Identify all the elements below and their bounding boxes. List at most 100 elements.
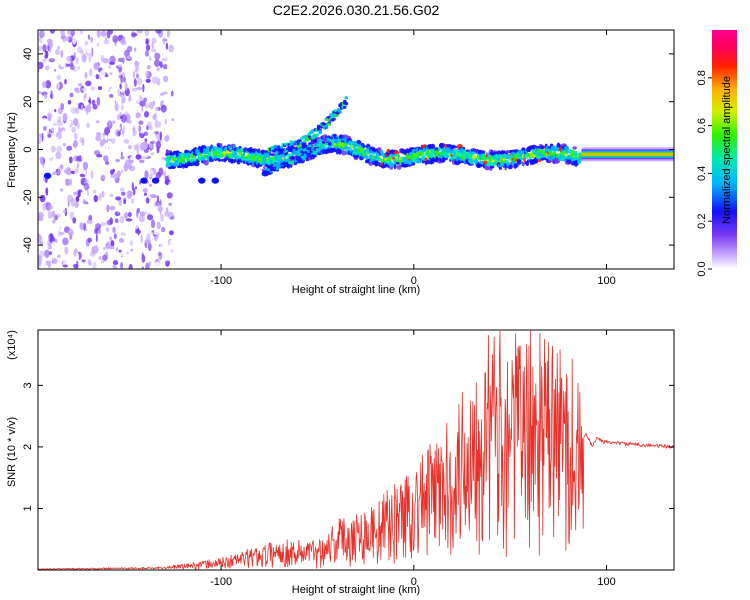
spectrogram-noise-cell xyxy=(146,65,151,70)
spectrogram-track-cell xyxy=(185,150,190,153)
spectrogram-noise-cell xyxy=(160,104,167,113)
spectrogram-noise-cell xyxy=(41,167,45,171)
spectrogram-noise-cell xyxy=(88,214,93,221)
spectrogram-noise-cell xyxy=(91,223,95,232)
snr-ytick-label: 1 xyxy=(22,505,34,511)
spectrogram-noise-cell xyxy=(54,68,56,72)
snr-xtick-label: 100 xyxy=(597,576,615,588)
spectrogram-noise-cell xyxy=(141,254,146,263)
spectrogram-noise-cell xyxy=(49,148,52,157)
spectrogram-noise-cell xyxy=(145,197,150,204)
spectrogram-noise-cell xyxy=(54,215,59,221)
spectrogram-branch-cell xyxy=(324,124,329,128)
spectrogram-noise-cell xyxy=(62,237,69,246)
spectrogram-noise-cell xyxy=(150,219,156,229)
spectrogram-noise-cell xyxy=(161,57,168,62)
spectrogram-noise-cell xyxy=(78,73,83,81)
spectrogram-noise-cell xyxy=(69,139,75,144)
spectrogram-noise-cell xyxy=(139,100,146,107)
spectrogram-noise-cell xyxy=(60,50,64,58)
spectrogram-noise-cell xyxy=(72,185,77,193)
spectrogram-track-cell xyxy=(353,155,359,159)
spectrogram-ytick-label: 40 xyxy=(22,48,34,60)
spectrogram-noise-cell xyxy=(38,211,44,219)
spectrogram-noise-cell xyxy=(56,74,62,81)
snr-xtick-label: -100 xyxy=(210,576,232,588)
spectrogram-noise-cell xyxy=(161,265,166,269)
spectrogram-noise-cell xyxy=(142,83,145,93)
spectrogram-noise-cell xyxy=(170,256,174,265)
spectrogram-noise-cell xyxy=(141,156,146,160)
spectrogram-track-cell xyxy=(384,161,388,165)
spectrogram-branch-cell xyxy=(338,110,343,114)
spectrogram-blob xyxy=(198,177,206,184)
spectrogram-noise-cell xyxy=(110,169,114,175)
spectrogram-noise-cell xyxy=(52,162,55,172)
spectrogram-noise-cell xyxy=(74,209,80,218)
spectrogram-noise-cell xyxy=(84,201,89,205)
spectrogram-noise-cell xyxy=(55,151,62,160)
spectrogram-noise-cell xyxy=(149,194,156,199)
spectrogram-noise-cell xyxy=(41,50,46,58)
spectrogram-noise-cell xyxy=(52,171,58,176)
spectrogram-noise-cell xyxy=(76,122,80,129)
spectrogram-noise-cell xyxy=(134,60,138,69)
spectrogram-noise-cell xyxy=(79,137,84,143)
spectrogram-noise-cell xyxy=(81,154,85,161)
spectrogram-noise-cell xyxy=(69,92,74,98)
spectrogram-noise-cell xyxy=(160,181,164,188)
spectrogram-noise-cell xyxy=(91,259,95,266)
spectrogram-noise-cell xyxy=(112,260,119,266)
spectrogram-noise-cell xyxy=(137,117,143,121)
spectrogram-noise-cell xyxy=(81,53,87,63)
spectrogram-noise-cell xyxy=(69,211,75,220)
spectrogram-branch-cell xyxy=(266,168,270,171)
spectrogram-noise-cell xyxy=(156,67,161,72)
spectrogram-noise-cell xyxy=(79,222,84,229)
spectrogram-track-cell xyxy=(539,145,545,150)
spectrogram-noise-cell xyxy=(170,90,174,97)
spectrogram-noise-cell xyxy=(120,40,127,46)
spectrogram-noise-cell xyxy=(127,128,133,138)
spectrogram-noise-cell xyxy=(72,36,77,45)
spectrogram-noise-cell xyxy=(109,119,112,127)
spectrogram-noise-cell xyxy=(85,194,89,199)
spectrogram-branch-cell xyxy=(300,150,304,154)
spectrogram-noise-cell xyxy=(150,152,155,156)
spectrogram-noise-cell xyxy=(50,116,54,126)
spectrogram-noise-cell xyxy=(96,132,102,137)
spectrogram-noise-cell xyxy=(145,248,149,254)
spectrogram-noise-cell xyxy=(144,162,150,167)
spectrogram-noise-cell xyxy=(120,169,124,174)
snr-scale-label: (x10⁴) xyxy=(6,330,18,360)
spectrogram-noise-cell xyxy=(67,194,73,203)
spectrogram-noise-cell xyxy=(148,174,152,178)
spectrogram-noise-cell xyxy=(67,100,72,105)
spectrogram-noise-cell xyxy=(164,134,170,142)
spectrogram-xtick-label: 0 xyxy=(411,275,417,287)
spectrogram-track-cell xyxy=(257,148,261,154)
spectrogram-noise-cell xyxy=(82,161,89,170)
spectrogram-noise-cell xyxy=(145,70,149,79)
spectrogram-noise-cell xyxy=(79,196,83,203)
spectrogram-noise-cell xyxy=(106,30,111,39)
spectrogram-track-cell xyxy=(470,148,477,152)
spectrogram-noise-cell xyxy=(125,240,129,249)
spectrogram-noise-cell xyxy=(112,226,116,234)
spectrogram-noise-cell xyxy=(160,213,164,222)
spectrogram-noise-cell xyxy=(164,175,169,182)
spectrogram-noise-cell xyxy=(162,130,167,137)
spectrogram-noise-cell xyxy=(159,131,162,141)
spectrogram-noise-cell xyxy=(95,74,100,80)
spectrogram-noise-cell xyxy=(149,101,154,110)
spectrogram-noise-cell xyxy=(90,36,93,43)
spectrogram-noise-cell xyxy=(66,63,71,67)
spectrogram-noise-cell xyxy=(60,103,65,110)
spectrogram-noise-cell xyxy=(144,111,149,118)
spectrogram-noise-cell xyxy=(168,202,173,206)
spectrogram-noise-cell xyxy=(154,159,157,167)
spectrogram-noise-cell xyxy=(50,186,57,192)
spectrogram-noise-cell xyxy=(147,242,152,252)
spectrogram-noise-cell xyxy=(59,188,64,192)
spectrogram-noise-cell xyxy=(104,115,111,123)
